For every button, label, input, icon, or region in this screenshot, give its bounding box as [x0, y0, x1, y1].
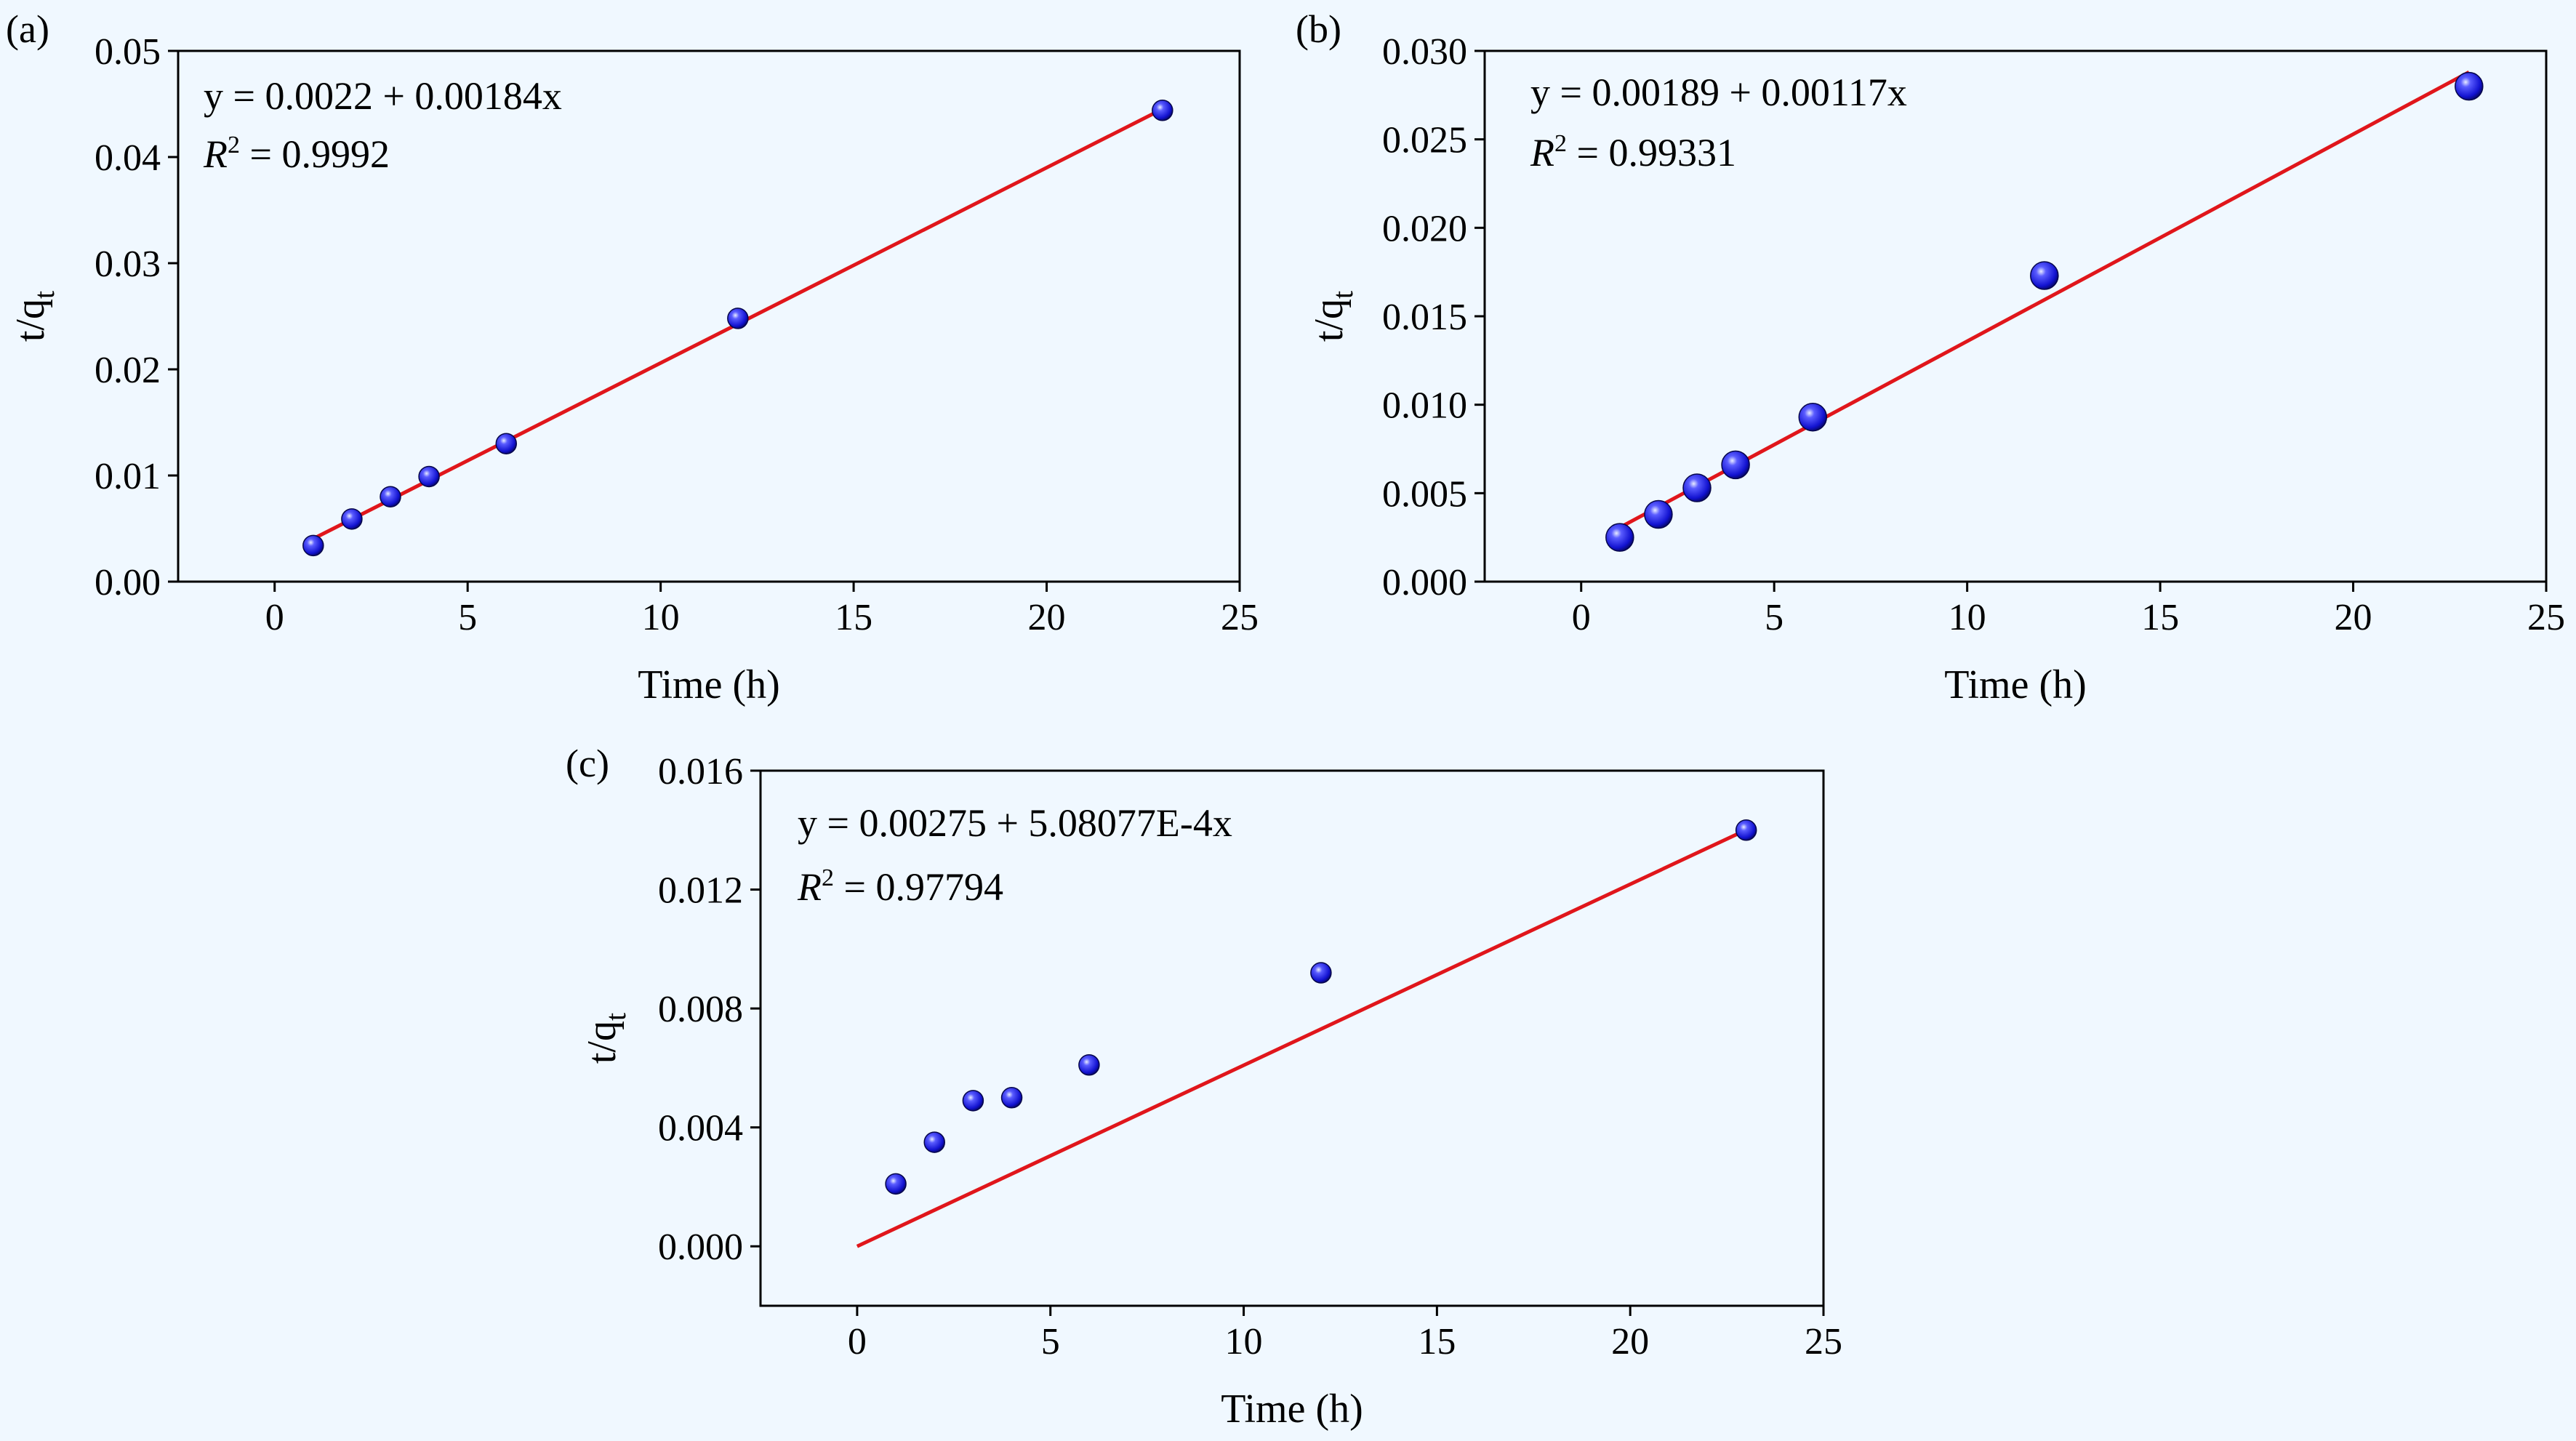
data-point: [885, 1173, 907, 1195]
fit-line: [856, 828, 1747, 1248]
x-tick-label: 20: [1028, 597, 1066, 638]
chart-panel-3: 0 5 10 15 20 25 0.000 0.004 0.008 0.012 0.016 Time …: [566, 742, 1842, 1432]
x-tick-label: 0: [1572, 597, 1591, 638]
r-squared-exponent: 2: [1554, 130, 1567, 157]
data-point: [1735, 819, 1757, 841]
y-axis-title: t/qt: [579, 1013, 632, 1064]
x-axis-title: Time (h): [638, 662, 780, 707]
x-tick-label: 0: [848, 1321, 867, 1362]
x-tick-label: 5: [458, 597, 477, 638]
plot-frame: [759, 769, 1825, 1307]
y-tick-label: 0.005: [1382, 473, 1467, 515]
r-squared: R2 = 0.9992: [203, 132, 390, 176]
data-point: [1000, 1087, 1023, 1109]
x-tick-label: 10: [1949, 597, 1986, 638]
data-point: [418, 465, 440, 488]
chart-panel-1: 0 5 10 15 20 25 0.00 0.01 0.02 0.03 0.04 0.05 Time (…: [6, 7, 1259, 707]
y-tick-label: 0.030: [1382, 31, 1467, 73]
r-squared: R2 = 0.97794: [797, 864, 1003, 909]
y-axis-title-main: t/q: [1307, 299, 1352, 342]
panel-label: (a): [6, 7, 49, 51]
y-tick-label: 0.020: [1382, 208, 1467, 249]
data-point: [2455, 71, 2484, 101]
data-point: [380, 486, 401, 507]
data-point: [302, 534, 324, 557]
data-point: [1644, 499, 1673, 529]
x-tick-label: 25: [1221, 597, 1259, 638]
y-tick-label: 0.008: [658, 989, 743, 1030]
y-axis-title: t/qt: [1307, 291, 1359, 342]
x-tick-label: 10: [1225, 1321, 1263, 1362]
data-point: [341, 508, 363, 530]
x-tick-label: 15: [835, 597, 872, 638]
r-squared-symbol: R: [203, 132, 228, 176]
x-tick-label: 20: [1611, 1321, 1649, 1362]
data-point: [2030, 261, 2059, 290]
y-tick-label: 0.012: [658, 870, 743, 912]
y-tick-label: 0.00: [95, 562, 161, 603]
data-point: [923, 1131, 945, 1153]
y-tick-label: 0.02: [95, 350, 161, 391]
r-squared-value: = 0.97794: [834, 865, 1003, 909]
y-axis-title-main: t/q: [8, 299, 53, 342]
y-axis-title: t/qt: [8, 291, 60, 342]
fit-line: [1618, 70, 2470, 529]
x-tick-label: 25: [2527, 597, 2565, 638]
chart-panel-2: 0 5 10 15 20 25 0.000 0.005 0.010 0.015 0.020 0.025…: [1296, 7, 2565, 707]
panel-label: (b): [1296, 7, 1341, 51]
data-point: [1078, 1054, 1100, 1076]
panel-label: (c): [566, 742, 609, 785]
y-tick-label: 0.03: [95, 244, 161, 285]
x-axis-title: Time (h): [1944, 662, 2087, 707]
r-squared-value: = 0.99331: [1567, 131, 1736, 174]
y-axis-title-sub: t: [28, 291, 60, 299]
x-tick-label: 25: [1805, 1321, 1842, 1362]
r-squared-symbol: R: [797, 865, 822, 909]
data-point: [962, 1090, 984, 1112]
y-tick-label: 0.04: [95, 137, 161, 179]
plot-frame: [177, 49, 1241, 583]
y-tick-label: 0.010: [1382, 385, 1467, 427]
y-axis-title-main: t/q: [579, 1021, 625, 1064]
x-tick-label: 15: [1418, 1321, 1456, 1362]
r-squared-exponent: 2: [822, 864, 834, 891]
fit-equation: y = 0.00275 + 5.08077E-4x: [798, 801, 1232, 845]
r-squared-symbol: R: [1530, 131, 1554, 174]
y-axis-title-sub: t: [599, 1013, 632, 1021]
y-tick-label: 0.004: [658, 1108, 743, 1149]
x-tick-label: 10: [642, 597, 680, 638]
y-tick-label: 0.016: [658, 751, 743, 792]
data-point: [1798, 402, 1828, 432]
r-squared-value: = 0.9992: [240, 132, 390, 176]
x-tick-label: 5: [1041, 1321, 1060, 1362]
y-tick-label: 0.01: [95, 456, 161, 497]
data-point: [1310, 962, 1332, 984]
y-tick-label: 0.05: [95, 31, 161, 73]
data-point: [1721, 450, 1750, 480]
y-axis-title-sub: t: [1326, 291, 1359, 299]
x-tick-label: 0: [265, 597, 284, 638]
r-squared: R2 = 0.99331: [1530, 130, 1736, 174]
fit-equation: y = 0.0022 + 0.00184x: [204, 74, 562, 118]
data-point: [727, 308, 749, 329]
x-tick-label: 15: [2141, 597, 2179, 638]
x-tick-label: 5: [1765, 597, 1783, 638]
y-tick-label: 0.000: [658, 1227, 743, 1268]
data-point: [1682, 473, 1712, 502]
x-axis-title: Time (h): [1221, 1386, 1363, 1432]
data-point: [1152, 100, 1173, 121]
y-tick-label: 0.015: [1382, 297, 1467, 338]
x-tick-label: 20: [2335, 597, 2372, 638]
data-point: [495, 433, 518, 454]
r-squared-exponent: 2: [228, 132, 240, 158]
y-tick-label: 0.000: [1382, 562, 1467, 603]
data-point: [1605, 523, 1634, 552]
fit-equation: y = 0.00189 + 0.00117x: [1530, 71, 1907, 114]
y-tick-label: 0.025: [1382, 120, 1467, 161]
